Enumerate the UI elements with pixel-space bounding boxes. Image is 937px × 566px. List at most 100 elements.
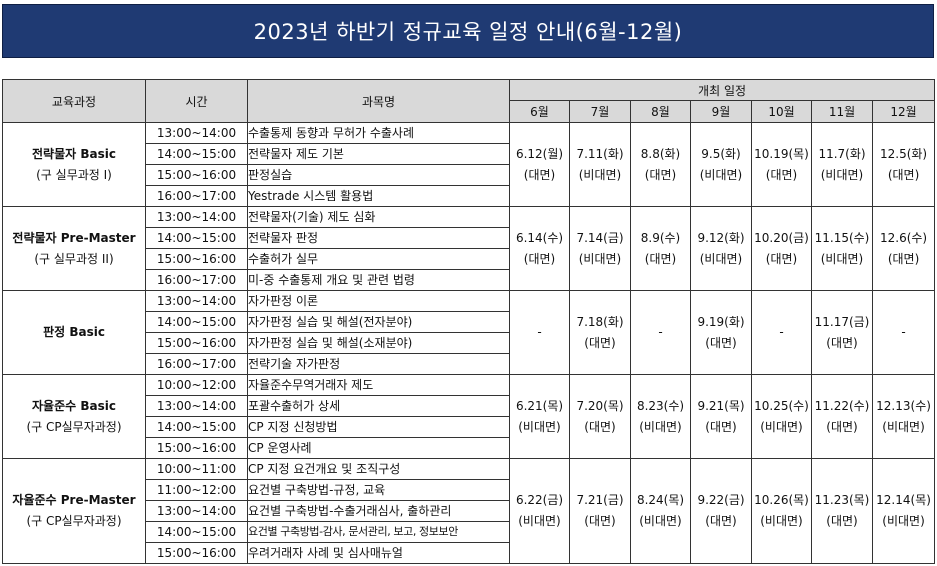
course-name: 전략물자 Basic (32, 146, 116, 161)
date-mode: (대면) (887, 251, 920, 266)
date-cell: 8.9(수) (대면) (630, 206, 691, 291)
table-row: 전략물자 Pre-Master (구 실무과정 II) 13:00~14:00 … (2, 206, 936, 291)
date-text: 12.5(화) (879, 146, 928, 161)
header-month: 6월 (509, 100, 570, 123)
header-course: 교육과정 (2, 79, 146, 123)
date-cell: 10.26(목) (비대면) (751, 458, 812, 564)
session-subject: 미-중 수출통제 개요 및 관련 법령 (247, 269, 510, 291)
header-time: 시간 (145, 79, 248, 123)
table-row: 15:00~16:00 자가판정 실습 및 해설(소재분야) (3, 332, 935, 354)
course-cell: 판정 Basic (2, 290, 146, 375)
session-time: 15:00~16:00 (145, 164, 248, 186)
header-month: 11월 (811, 100, 873, 123)
date-cell: 7.11(화) (비대면) (569, 122, 631, 207)
date-cell: 11.23(목) (대면) (811, 458, 873, 564)
date-mode: (비대면) (518, 419, 561, 434)
date-text: 7.20(목) (576, 398, 624, 413)
session-subject: CP 지정 요건개요 및 조직구성 (247, 458, 510, 480)
date-mode: (비대면) (882, 514, 925, 528)
course-name: 전략물자 Pre-Master (12, 230, 136, 245)
date-text: 9.19(화) (697, 314, 745, 329)
date-cell: 6.22(금) (비대면) (509, 458, 570, 564)
date-cell: 11.22(수) (대면) (811, 374, 873, 459)
date-cell: 11.17(금) (대면) (811, 290, 873, 375)
date-cell: 6.12(월) (대면) (509, 122, 570, 207)
session-subject: 우려거래자 사례 및 심사매뉴얼 (247, 542, 510, 564)
session-subject: 전략기술 자가판정 (247, 353, 510, 375)
date-cell: - (509, 290, 570, 375)
table-row: 판정 Basic 13:00~14:00 자가판정 이론 - 7.18(화) (대… (2, 290, 936, 375)
date-mode: (비대면) (578, 167, 622, 182)
session-subject: 요건별 구축방법-규정, 교육 (247, 479, 510, 501)
session-subject: 수출허가 실무 (247, 248, 510, 270)
date-text: 6.12(월) (515, 146, 564, 161)
date-cell: 9.19(화) (대면) (690, 290, 752, 375)
date-mode: (비대면) (639, 419, 682, 434)
course-cell: 자율준수 Pre-Master (구 CP실무자과정) (2, 458, 146, 564)
date-text: 11.7(화) (818, 146, 866, 161)
date-cell: - (630, 290, 691, 375)
course-sub: (구 CP실무자과정) (26, 514, 122, 528)
date-text: 12.14(목) (876, 493, 931, 507)
table-row: 전략물자 Basic (구 실무과정 I) 13:00~14:00 수출통제 동… (2, 122, 936, 207)
date-mode: (대면) (644, 251, 677, 266)
table-row: 자율준수 Basic (구 CP실무자과정) 10:00~12:00 자율준수무… (2, 374, 936, 459)
date-cell: 12.14(목) (비대면) (871, 458, 936, 564)
date-cell: 12.5(화) (대면) (871, 122, 936, 207)
date-text: 8.8(화) (640, 146, 681, 161)
date-cell: 7.21(금) (대면) (569, 458, 631, 564)
date-text: - (658, 325, 663, 339)
session-subject: 전략물자 판정 (247, 227, 510, 249)
date-mode: (대면) (584, 335, 616, 350)
date-cell: 7.18(화) (대면) (569, 290, 631, 375)
date-text: 9.12(화) (697, 230, 745, 245)
date-text: 9.22(금) (697, 493, 745, 507)
header-subject: 과목명 (247, 79, 510, 123)
session-time: 13:00~14:00 (145, 206, 248, 228)
table-row: 15:00~16:00 판정실습 (3, 164, 935, 186)
date-mode: (비대면) (699, 251, 743, 266)
session-subject: 수출통제 동향과 무허가 수출사례 (247, 122, 510, 144)
session-time: 14:00~15:00 (145, 227, 248, 249)
session-time: 13:00~14:00 (145, 122, 248, 144)
date-text: 6.21(목) (515, 398, 564, 413)
session-time: 10:00~11:00 (145, 458, 248, 480)
table-row: 14:00~15:00 CP 지정 신청방법 (3, 416, 935, 438)
session-time: 13:00~14:00 (145, 395, 248, 417)
date-mode: (비대면) (820, 251, 864, 266)
session-subject: 자가판정 실습 및 해설(소재분야) (247, 332, 510, 354)
date-mode: (대면) (584, 514, 616, 528)
session-time: 14:00~15:00 (145, 521, 248, 543)
table-row: 11:00~12:00 요건별 구축방법-규정, 교육 (3, 479, 935, 501)
session-time: 14:00~15:00 (145, 311, 248, 333)
date-text: 6.22(금) (515, 493, 564, 507)
session-time: 14:00~15:00 (145, 143, 248, 165)
date-mode: (비대면) (518, 514, 561, 528)
date-mode: (비대면) (639, 514, 682, 528)
date-mode: (대면) (887, 167, 920, 182)
date-text: 9.21(목) (697, 398, 745, 413)
table-row: 15:00~16:00 우려거래자 사례 및 심사매뉴얼 (3, 542, 935, 564)
table-row: 13:00~14:00 포괄수출허가 상세 (3, 395, 935, 417)
date-cell: 9.21(목) (대면) (690, 374, 752, 459)
date-mode: (대면) (765, 167, 798, 182)
date-cell: 7.14(금) (비대면) (569, 206, 631, 291)
session-time: 13:00~14:00 (145, 500, 248, 522)
header-schedule: 개최 일정 (508, 79, 936, 101)
session-subject: 요건별 구축방법-감사, 문서관리, 보고, 정보보안 (247, 521, 510, 543)
session-subject: 전략물자(기술) 제도 심화 (247, 206, 510, 228)
session-subject: CP 지정 신청방법 (247, 416, 510, 438)
course-sub: (구 실무과정 II) (34, 251, 114, 266)
date-text: 10.26(목) (754, 493, 809, 507)
date-cell: 6.21(목) (비대면) (509, 374, 570, 459)
table-row: 16:00~17:00 Yestrade 시스템 활용법 (3, 185, 935, 207)
date-text: - (537, 325, 542, 339)
date-text: 11.17(금) (814, 314, 870, 329)
session-subject: 자가판정 이론 (247, 290, 510, 312)
date-mode: (비대면) (760, 419, 803, 434)
date-cell: 9.5(화) (비대면) (690, 122, 752, 207)
date-mode: (비대면) (760, 514, 803, 528)
page-title: 2023년 하반기 정규교육 일정 안내(6월-12월) (253, 20, 683, 44)
session-subject: 자가판정 실습 및 해설(전자분야) (247, 311, 510, 333)
table-row: 자율준수 Pre-Master (구 CP실무자과정) 10:00~11:00 … (2, 458, 936, 564)
